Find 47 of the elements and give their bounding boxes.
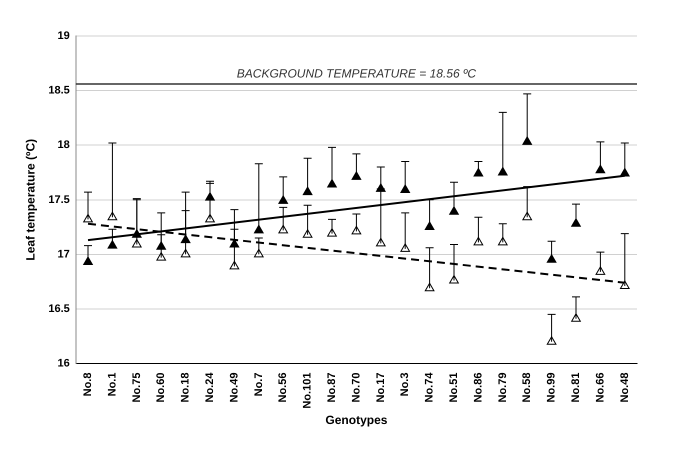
y-tick-label: 16	[58, 358, 70, 370]
x-tick-label: No.1	[106, 372, 118, 396]
x-tick-label: No.101	[302, 372, 314, 409]
x-tick-label: No.18	[180, 372, 192, 402]
x-tick-label: No.75	[130, 372, 143, 402]
x-tick-label: No.74	[424, 372, 436, 402]
x-tick-label: No.86	[472, 372, 484, 402]
point	[571, 218, 581, 227]
y-tick-label: 18	[58, 139, 70, 152]
point	[83, 256, 93, 265]
point	[352, 171, 362, 180]
x-tick-label: No.7	[252, 372, 265, 396]
point	[596, 164, 606, 174]
x-tick-label: No.60	[155, 372, 168, 402]
point	[522, 136, 532, 145]
point	[474, 168, 484, 177]
x-tick-label: No.8	[82, 372, 94, 396]
y-tick-label: 19	[58, 30, 70, 42]
x-tick-label: No.79	[496, 372, 509, 402]
x-tick-label: No.3	[399, 372, 412, 396]
x-tick-label: No.49	[228, 372, 240, 402]
point	[254, 224, 264, 234]
x-tick-label: No.87	[326, 372, 338, 402]
point	[400, 184, 410, 193]
point	[620, 168, 630, 177]
x-tick-label: No.17	[374, 372, 387, 402]
x-tick-label: No.99	[546, 372, 558, 402]
y-tick-label: 17	[58, 248, 70, 260]
x-tick-label: No.56	[277, 372, 290, 402]
point	[449, 206, 459, 215]
point	[498, 166, 508, 176]
x-tick-label: No.48	[618, 372, 631, 402]
y-tick-label: 17.5	[48, 194, 70, 206]
point	[327, 178, 337, 188]
x-tick-label: No.70	[350, 372, 362, 402]
x-tick-label: No.24	[204, 372, 216, 402]
y-axis-title: Leaf temperature (ºC)	[24, 138, 38, 261]
point	[278, 195, 288, 204]
y-tick-label: 16.5	[48, 302, 70, 315]
x-axis-title: Genotypes	[325, 413, 388, 428]
x-tick-label: No.66	[594, 372, 606, 402]
x-tick-label: No.81	[570, 372, 582, 402]
x-tick-label: No.51	[448, 372, 460, 402]
ref-line-label: BACKGROUND TEMPERATURE = 18.56 ºC	[236, 66, 476, 80]
x-tick-label: No.58	[521, 372, 534, 402]
point	[546, 254, 556, 263]
y-tick-label: 18.5	[48, 84, 70, 97]
